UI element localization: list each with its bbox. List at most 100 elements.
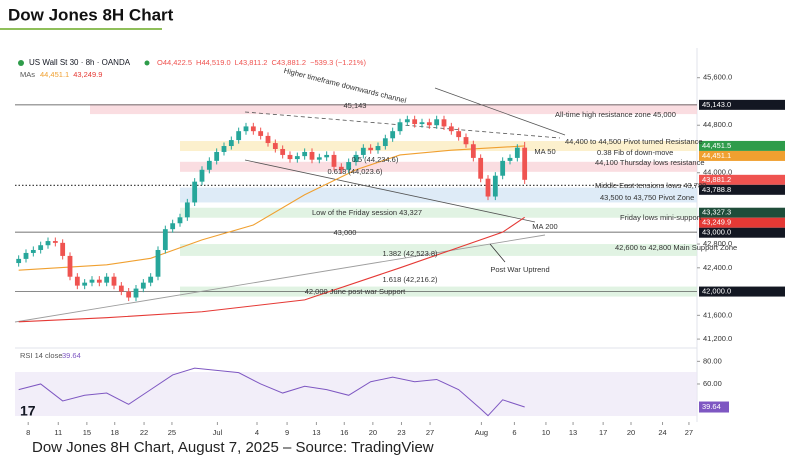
- zone: [180, 141, 697, 152]
- x-tick-label: 9: [285, 428, 289, 437]
- rsi-line: [18, 367, 525, 417]
- y-tick-label: 45,600.0: [703, 73, 732, 82]
- candle-body: [243, 126, 249, 132]
- rsi-tick-label: 60.00: [703, 379, 722, 388]
- candle-body: [272, 143, 278, 149]
- candle-body: [206, 160, 212, 170]
- y-tick-label: 44,800.0: [703, 120, 732, 129]
- candle-body: [192, 181, 198, 203]
- candle-body: [500, 160, 506, 176]
- annotation: 1.382 (42,523.8): [382, 249, 438, 258]
- annotation: 0.618 (44,023.6): [327, 167, 383, 176]
- candle-body: [353, 154, 359, 163]
- symbol-dot: [18, 60, 24, 66]
- candle-body: [412, 119, 418, 125]
- ohlc-value: C43,881.2: [271, 58, 306, 67]
- x-tick-label: Aug: [475, 428, 488, 437]
- price-badge-label: 43,000.0: [702, 228, 731, 237]
- candle-body: [148, 276, 154, 283]
- candle-body: [470, 144, 476, 158]
- x-tick-label: 20: [627, 428, 635, 437]
- candle-body: [250, 126, 256, 132]
- annotation: 45,143: [344, 101, 367, 110]
- price-badge-label: 45,143.0: [702, 100, 731, 109]
- candle-body: [258, 131, 264, 136]
- x-tick-label: 24: [658, 428, 666, 437]
- candle-body: [60, 242, 66, 256]
- candle-body: [30, 249, 36, 253]
- candle-body: [426, 122, 432, 126]
- ohlc-value: O44,422.5: [157, 58, 192, 67]
- moving-average: [18, 145, 525, 271]
- uptrend-line: [14, 234, 546, 323]
- x-tick-label: 8: [26, 428, 30, 437]
- candle-body: [287, 154, 293, 160]
- annotation: 0.38 Fib of down-move: [597, 148, 673, 157]
- y-tick-label: 42,800.0: [703, 239, 732, 248]
- candle-body: [404, 119, 410, 123]
- x-tick-label: 17: [599, 428, 607, 437]
- page-title: Dow Jones 8H Chart: [8, 5, 174, 24]
- candle-body: [214, 151, 220, 161]
- moving-average: [18, 216, 525, 323]
- annotation: 42,000 June post-war Support: [305, 287, 406, 296]
- candle-body: [324, 154, 330, 158]
- zone: [90, 104, 697, 115]
- annotation: 43,500 to 43,750 Pivot Zone: [600, 193, 694, 202]
- ohlc-value: H44,519.0: [196, 58, 231, 67]
- candle-body: [52, 241, 58, 243]
- rsi-badge: [699, 401, 729, 413]
- rsi-tick-label: 80.00: [703, 356, 722, 365]
- x-tick-label: 6: [512, 428, 516, 437]
- candle-body: [485, 178, 491, 197]
- zone: [180, 207, 697, 218]
- candle-body: [360, 147, 366, 155]
- annotation: 0.5 (44,234.6): [352, 155, 399, 164]
- y-tick-label: 41,200.0: [703, 334, 732, 343]
- candle-body: [162, 229, 168, 250]
- candle-body: [316, 157, 322, 160]
- candle-body: [382, 138, 388, 147]
- x-tick-label: 27: [685, 428, 693, 437]
- x-tick-label: 27: [426, 428, 434, 437]
- x-tick-label: 18: [111, 428, 119, 437]
- candle-body: [38, 245, 44, 250]
- candle-body: [23, 252, 29, 259]
- candle-body: [331, 154, 337, 167]
- price-badge-label: 42,000.0: [702, 287, 731, 296]
- price-badge-label: 43,249.9: [702, 218, 731, 227]
- candle-body: [133, 288, 139, 298]
- candle-body: [96, 279, 102, 283]
- candle-body: [228, 140, 234, 147]
- x-tick-label: 10: [542, 428, 550, 437]
- candle-body: [199, 169, 205, 182]
- ohlc-value: L43,811.2: [235, 58, 268, 67]
- candle-body: [140, 282, 146, 289]
- candle-body: [463, 137, 469, 145]
- candle-body: [177, 217, 183, 224]
- annotation: Middle East tensions lows 43,788: [595, 181, 706, 190]
- ohlc-value: −539.3 (−1.21%): [310, 58, 366, 67]
- candle-body: [155, 249, 161, 277]
- x-tick-label: 23: [397, 428, 405, 437]
- candle-body: [397, 122, 403, 132]
- candle-body: [16, 258, 22, 264]
- candle-body: [456, 131, 462, 138]
- candle-body: [522, 147, 528, 180]
- candle-body: [126, 291, 132, 298]
- status-dot: [144, 60, 150, 66]
- channel-line: [244, 111, 561, 139]
- candle-body: [441, 119, 447, 127]
- y-tick-label: 42,400.0: [703, 263, 732, 272]
- candle-body: [294, 156, 300, 160]
- price-badge: [699, 140, 785, 151]
- candle-body: [221, 146, 227, 152]
- rsi-header-value: 39.64: [62, 351, 81, 360]
- candle-body: [104, 276, 110, 283]
- candle-body: [368, 147, 374, 151]
- candle-body: [265, 135, 271, 144]
- candle-body: [45, 241, 51, 246]
- channel-line: [244, 159, 536, 223]
- price-badge-label: 44,451.5: [702, 141, 731, 150]
